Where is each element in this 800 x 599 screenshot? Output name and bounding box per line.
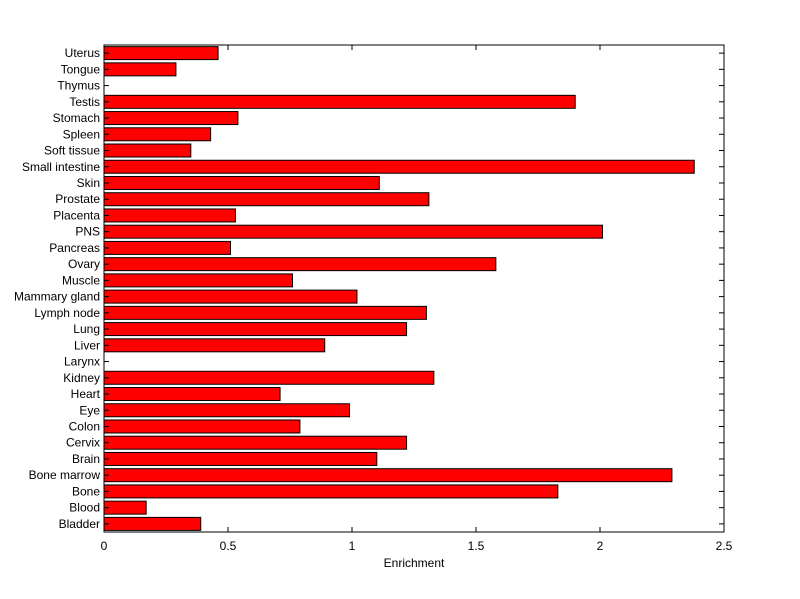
y-tick-label: Tongue: [61, 62, 101, 76]
bar: [103, 338, 326, 353]
y-tick-label: Small intestine: [22, 160, 100, 174]
y-tick-label: Lung: [73, 322, 100, 336]
bar: [103, 370, 435, 385]
y-tick-label: Ovary: [68, 257, 100, 271]
y-tick-label: Mammary gland: [14, 290, 100, 304]
y-tick-label: Stomach: [53, 111, 100, 125]
y-tick-label: Kidney: [63, 371, 100, 385]
y-tick-label: Lymph node: [34, 306, 100, 320]
y-tick-label: Placenta: [53, 208, 100, 222]
plot-frame: [103, 44, 725, 533]
bar: [103, 403, 351, 418]
y-tick-label: Thymus: [57, 79, 100, 93]
ticks-layer: [103, 45, 725, 532]
x-tick-label: 1.5: [468, 539, 485, 553]
bar: [103, 192, 430, 207]
bar: [103, 305, 427, 320]
bar: [103, 322, 408, 337]
bar: [103, 516, 202, 531]
bar: [103, 224, 603, 239]
bar: [103, 208, 236, 223]
y-tick-label: Brain: [72, 452, 100, 466]
y-tick-label: Muscle: [62, 273, 100, 287]
bar: [103, 240, 231, 255]
bar: [103, 387, 281, 402]
y-tick-label: Colon: [69, 419, 100, 433]
bar: [103, 94, 576, 109]
y-tick-label: Pancreas: [49, 241, 100, 255]
labels-layer: Uterus Tongue Thymus Testis Stomach Spleen Sof…: [14, 46, 733, 553]
y-tick-label: Spleen: [63, 127, 100, 141]
y-tick-label: PNS: [75, 225, 100, 239]
bar: [103, 435, 408, 450]
bar: [103, 159, 695, 174]
bar: [103, 257, 497, 272]
x-tick-label: 1: [349, 539, 356, 553]
bar: [103, 468, 673, 483]
bar: [103, 127, 212, 142]
bar: [103, 289, 358, 304]
y-tick-label: Liver: [74, 338, 100, 352]
x-tick-label: 2.5: [716, 539, 733, 553]
x-tick-label: 0.5: [220, 539, 237, 553]
y-tick-label: Uterus: [65, 46, 100, 60]
bar: [103, 451, 378, 466]
y-tick-label: Eye: [79, 403, 100, 417]
bar: [103, 62, 177, 77]
y-tick-label: Heart: [71, 387, 101, 401]
bar: [103, 46, 219, 61]
x-tick-label: 0: [101, 539, 108, 553]
bar: [103, 419, 301, 434]
bar: [103, 111, 239, 126]
y-tick-label: Bladder: [59, 517, 100, 531]
bar: [103, 500, 147, 515]
y-tick-label: Skin: [77, 176, 100, 190]
bar: [103, 273, 293, 288]
y-tick-label: Larynx: [64, 355, 100, 369]
y-tick-label: Testis: [69, 95, 100, 109]
bar: [103, 175, 380, 190]
y-tick-label: Blood: [69, 501, 100, 515]
bar: [103, 143, 192, 158]
y-tick-label: Bone marrow: [29, 468, 101, 482]
y-tick-label: Prostate: [55, 192, 100, 206]
x-tick-label: 2: [597, 539, 604, 553]
y-tick-label: Bone: [72, 484, 100, 498]
y-tick-label: Soft tissue: [44, 144, 100, 158]
x-axis-label: Enrichment: [384, 556, 445, 570]
bar: [103, 484, 559, 499]
y-tick-label: Cervix: [66, 436, 100, 450]
